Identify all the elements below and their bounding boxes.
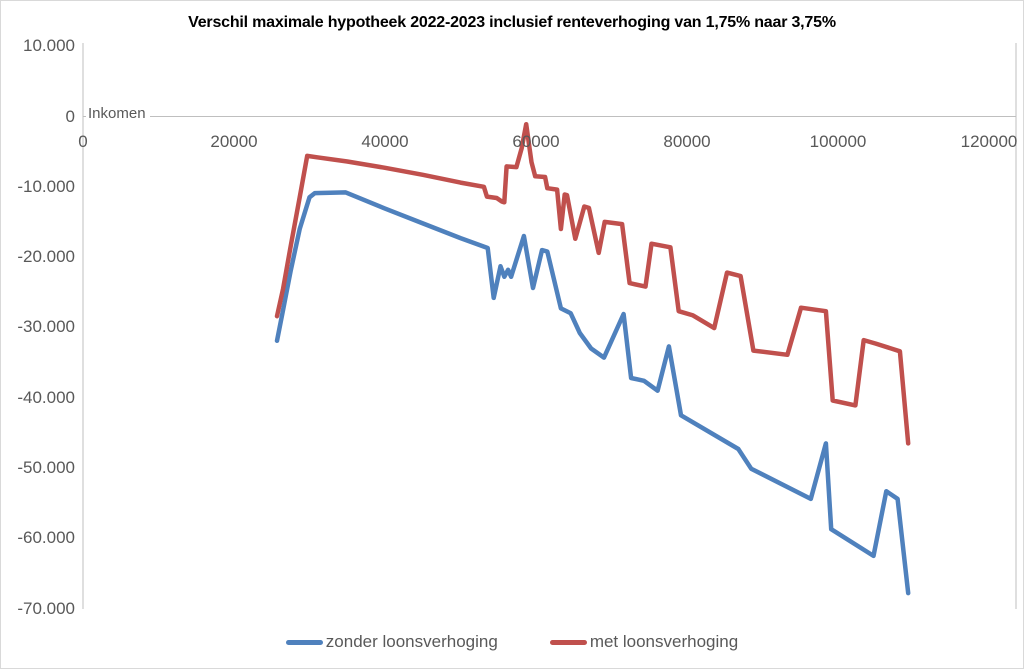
legend-item-zonder-loonsverhoging: zonder loonsverhoging xyxy=(285,632,498,652)
x-tick-label: 120000 xyxy=(960,132,1018,151)
y-tick-label: -70.000 xyxy=(17,598,75,618)
legend-line-swatch-red xyxy=(549,639,587,645)
x-axis-title: Inkomen xyxy=(86,104,150,123)
y-tick-label: -10.000 xyxy=(17,176,75,196)
y-tick-label: -30.000 xyxy=(17,317,75,337)
y-tick-label: -50.000 xyxy=(17,458,75,477)
series-line-zonder xyxy=(274,190,911,596)
y-tick-label: -60.000 xyxy=(17,528,75,548)
x-tick-label: 80000 xyxy=(663,132,711,151)
y-tick-label: 0 xyxy=(65,106,75,126)
x-tick-label: 60000 xyxy=(512,132,560,151)
legend-line-swatch-blue xyxy=(285,639,323,645)
x-tick-label: 0 xyxy=(78,132,88,151)
x-tick-label: 20000 xyxy=(210,132,258,151)
legend-label-zonder: zonder loonsverhoging xyxy=(325,632,498,651)
y-tick-label: -40.000 xyxy=(17,387,75,407)
legend-label-met: met loonsverhoging xyxy=(589,632,739,651)
y-tick-label: -20.000 xyxy=(17,247,75,267)
chart-title: Verschil maximale hypotheek 2022-2023 in… xyxy=(188,14,836,31)
series-line-met xyxy=(274,121,911,446)
legend: zonder loonsverhoging met loonsverhoging xyxy=(1,632,1023,652)
legend-item-met-loonsverhoging: met loonsverhoging xyxy=(549,632,739,652)
x-tick-label: 100000 xyxy=(809,132,867,151)
x-tick-label: 40000 xyxy=(361,132,409,151)
y-tick-label: 10.000 xyxy=(23,36,75,56)
